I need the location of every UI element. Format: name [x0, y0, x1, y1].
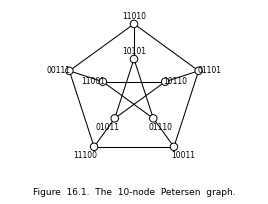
Text: 10011: 10011 [171, 150, 195, 159]
Text: Figure  16.1.  The  10-node  Petersen  graph.: Figure 16.1. The 10-node Petersen graph. [33, 187, 235, 196]
Circle shape [161, 79, 169, 86]
Text: 01101: 01101 [197, 66, 221, 75]
Text: 00111: 00111 [47, 66, 71, 75]
Text: 11001: 11001 [81, 77, 105, 86]
Text: 01110: 01110 [149, 122, 173, 131]
Circle shape [111, 115, 118, 123]
Circle shape [130, 56, 138, 63]
Text: 10110: 10110 [163, 77, 187, 86]
Circle shape [90, 143, 98, 151]
Circle shape [195, 68, 202, 75]
Circle shape [150, 115, 157, 123]
Circle shape [130, 21, 138, 29]
Text: 01011: 01011 [95, 122, 119, 131]
Text: 10101: 10101 [122, 47, 146, 55]
Circle shape [99, 79, 107, 86]
Circle shape [170, 143, 178, 151]
Text: 11010: 11010 [122, 12, 146, 21]
Text: 11100: 11100 [73, 150, 97, 159]
Circle shape [66, 68, 73, 75]
